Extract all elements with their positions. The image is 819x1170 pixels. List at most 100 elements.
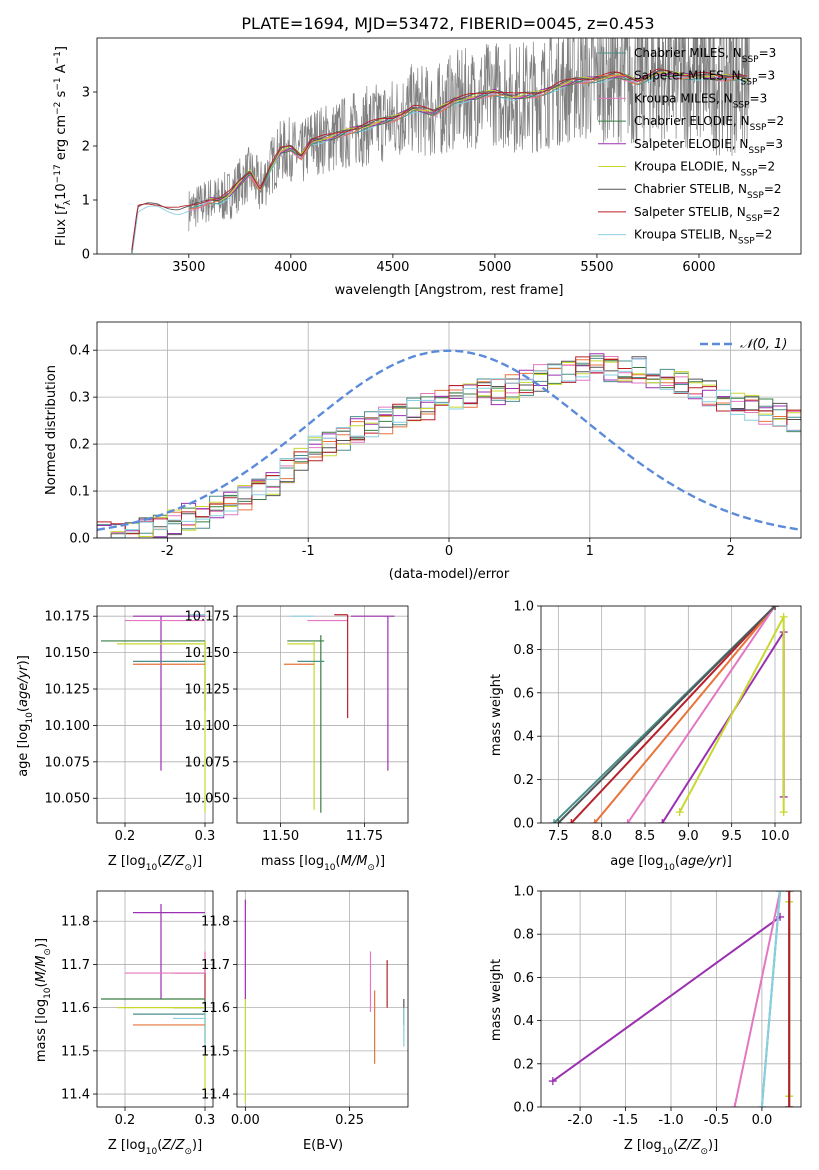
y-tick-label: 2 (82, 140, 90, 155)
series-line (557, 606, 776, 823)
model-line (209, 71, 749, 202)
series-marker (757, 1103, 766, 1107)
series-line (626, 606, 776, 823)
y-tick-label: 11.4 (61, 1088, 90, 1103)
y-tick-label: 1.0 (513, 600, 534, 615)
legend-entry: Chabrier STELIB, NSSP=2 (634, 182, 782, 201)
y-tick-label: 0.2 (69, 438, 90, 453)
y-tick-label: 0.3 (69, 391, 90, 406)
y-tick-label: 10.050 (45, 792, 91, 807)
x-tick-label: 9.5 (721, 829, 742, 844)
y-tick-label: 11.6 (201, 1001, 230, 1016)
x-tick-label: 0.0 (752, 1113, 773, 1128)
figure-title: PLATE=1694, MJD=53472, FIBERID=0045, z=0… (241, 14, 654, 33)
data-spectrum (188, 38, 750, 232)
y-tick-label: 10.125 (185, 683, 231, 698)
plot-residuals: -2 -1 0 1 2 0.0 0.1 0.2 0.3 0.4 𝒩(0, 1) (data-model… (44, 321, 802, 582)
histogram-step (97, 355, 801, 538)
x-tick-label: 0.25 (335, 1113, 364, 1128)
histogram-step (97, 360, 801, 538)
series-marker (776, 891, 785, 895)
y-tick-label: 11.4 (201, 1088, 230, 1103)
y-axis-label: mass weight (489, 674, 504, 756)
plot-weight_vs_age: 7.5 8.0 8.5 9.0 9.5 10.0 0.0 0.2 0.4 0.6 0.8 1.0 age… (489, 600, 802, 873)
series-marker (554, 819, 563, 823)
histogram-step (97, 356, 801, 538)
y-axis-label: age [log10(age/yr)] (16, 655, 35, 777)
x-tick-label: -1.0 (658, 1113, 683, 1128)
y-tick-label: 0.0 (513, 817, 534, 832)
y-tick-label: 10.175 (185, 610, 231, 625)
histogram-step (97, 356, 801, 538)
x-tick-label: 5000 (478, 260, 511, 275)
x-axis-label: E(B-V) (303, 1138, 343, 1153)
y-tick-label: 0.8 (513, 928, 534, 943)
x-tick-label: -0.5 (704, 1113, 729, 1128)
model-line (131, 69, 748, 253)
y-tick-label: 10.100 (45, 719, 91, 734)
series-marker (590, 819, 599, 823)
series-marker (658, 819, 667, 823)
series-line (552, 916, 781, 1082)
plot-area (97, 322, 801, 538)
plot-area (131, 38, 750, 254)
x-tick-label: -1 (302, 544, 315, 559)
x-tick-label: 5500 (580, 260, 613, 275)
legend-entry: Salpeter MILES, NSSP=3 (634, 69, 775, 88)
x-axis-label: age [log10(age/yr)] (610, 854, 732, 873)
axes-frame (236, 890, 409, 1108)
x-tick-label: 4500 (376, 260, 409, 275)
y-tick-label: 0.4 (513, 730, 534, 745)
legend-entry: Chabrier ELODIE, NSSP=2 (634, 114, 784, 133)
y-tick-label: 1 (82, 194, 90, 209)
legend-entry: Chabrier MILES, NSSP=3 (634, 46, 776, 65)
y-tick-label: 10.075 (45, 755, 91, 770)
y-tick-label: 0.2 (513, 773, 534, 788)
histogram-step (97, 356, 801, 538)
y-tick-label: 10.125 (45, 683, 91, 698)
x-axis-label: Z [log10(Z/Z⊙)] (108, 854, 202, 873)
axes-frame (540, 605, 802, 824)
y-tick-label: 0 (82, 248, 90, 263)
x-tick-label: 0.2 (115, 1113, 136, 1128)
series-marker (730, 1103, 739, 1107)
x-tick-label: -1.5 (613, 1113, 638, 1128)
series-line (733, 891, 782, 1107)
series-marker (771, 606, 779, 610)
plot-weight_vs_Z: -2.0 -1.5 -1.0 -0.5 0.0 0.0 0.2 0.4 0.6 0.8 1.0 Z [… (489, 885, 802, 1157)
y-tick-label: 0.6 (513, 971, 534, 986)
plot-age_vs_mass: 11.50 11.75 10.050 10.075 10.100 10.125 10.150… (185, 605, 409, 873)
y-tick-label: 10.050 (185, 792, 231, 807)
axes-frame (96, 605, 214, 824)
axes-frame (96, 890, 214, 1108)
series-marker (675, 808, 684, 817)
x-tick-label: 8.0 (591, 829, 612, 844)
y-tick-label: 0.6 (513, 686, 534, 701)
x-axis-label: (data-model)/error (389, 567, 510, 582)
x-tick-label: 0.00 (231, 1113, 260, 1128)
y-tick-label: 11.5 (61, 1044, 90, 1059)
x-axis-label: mass [log10(M/M⊙)] (261, 854, 385, 873)
x-tick-label: 0.3 (195, 1113, 216, 1128)
axes-frame (96, 37, 802, 255)
x-tick-label: 6000 (682, 260, 715, 275)
legend-entry: Kroupa MILES, NSSP=3 (634, 91, 767, 110)
series-marker (785, 1103, 794, 1107)
y-tick-label: 0.0 (513, 1101, 534, 1116)
y-tick-label: 0.1 (69, 485, 90, 500)
plot-area (237, 891, 408, 1107)
legend: Chabrier MILES, NSSP=3 Salpeter MILES, NS… (598, 46, 784, 247)
axes-frame (236, 605, 409, 824)
plot-area (97, 891, 213, 1107)
y-tick-label: 0.4 (69, 344, 90, 359)
series-line (760, 891, 782, 1107)
histogram-step (97, 358, 801, 538)
series-marker (779, 612, 788, 621)
plot-mass_vs_Z: 0.2 0.3 11.4 11.5 11.6 11.7 11.8 Z [log10(Z/Z⊙)… (34, 890, 216, 1157)
y-tick-label: 10.100 (185, 719, 231, 734)
y-axis-label: mass weight (489, 959, 504, 1041)
y-tick-label: 11.7 (201, 958, 230, 973)
y-tick-label: 11.5 (201, 1044, 230, 1059)
x-axis-label: Z [log10(Z/Z⊙)] (624, 1138, 718, 1157)
plot-mass_vs_ebv: 0.00 0.25 11.4 11.5 11.6 11.7 11.8 E(B-V) (201, 890, 409, 1153)
